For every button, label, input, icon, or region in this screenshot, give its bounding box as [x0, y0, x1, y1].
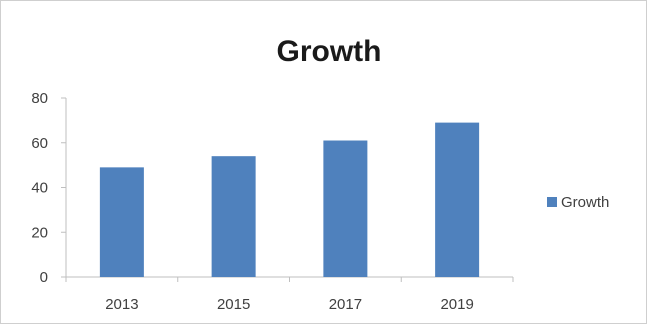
- y-axis: 0 20 40 60 80: [31, 90, 67, 286]
- y-tick-label: 0: [40, 269, 48, 286]
- bar: [99, 167, 144, 277]
- legend-swatch: [547, 197, 557, 207]
- y-tick-label: 40: [31, 180, 48, 197]
- bar-series: [99, 122, 480, 277]
- bar: [211, 156, 256, 277]
- bar: [435, 122, 480, 277]
- y-tick-label: 20: [31, 224, 48, 241]
- bar: [323, 140, 368, 277]
- x-tick-label: 2019: [440, 296, 473, 313]
- x-tick-label: 2015: [217, 296, 250, 313]
- y-tick-label: 60: [31, 135, 48, 152]
- x-tick-label: 2013: [105, 296, 138, 313]
- x-axis: 2013 2015 2017 2019: [65, 276, 514, 313]
- legend-label: Growth: [561, 194, 609, 211]
- chart-title: Growth: [277, 35, 382, 68]
- legend: Growth: [547, 194, 609, 211]
- y-tick-label: 80: [31, 90, 48, 107]
- x-tick-label: 2017: [329, 296, 362, 313]
